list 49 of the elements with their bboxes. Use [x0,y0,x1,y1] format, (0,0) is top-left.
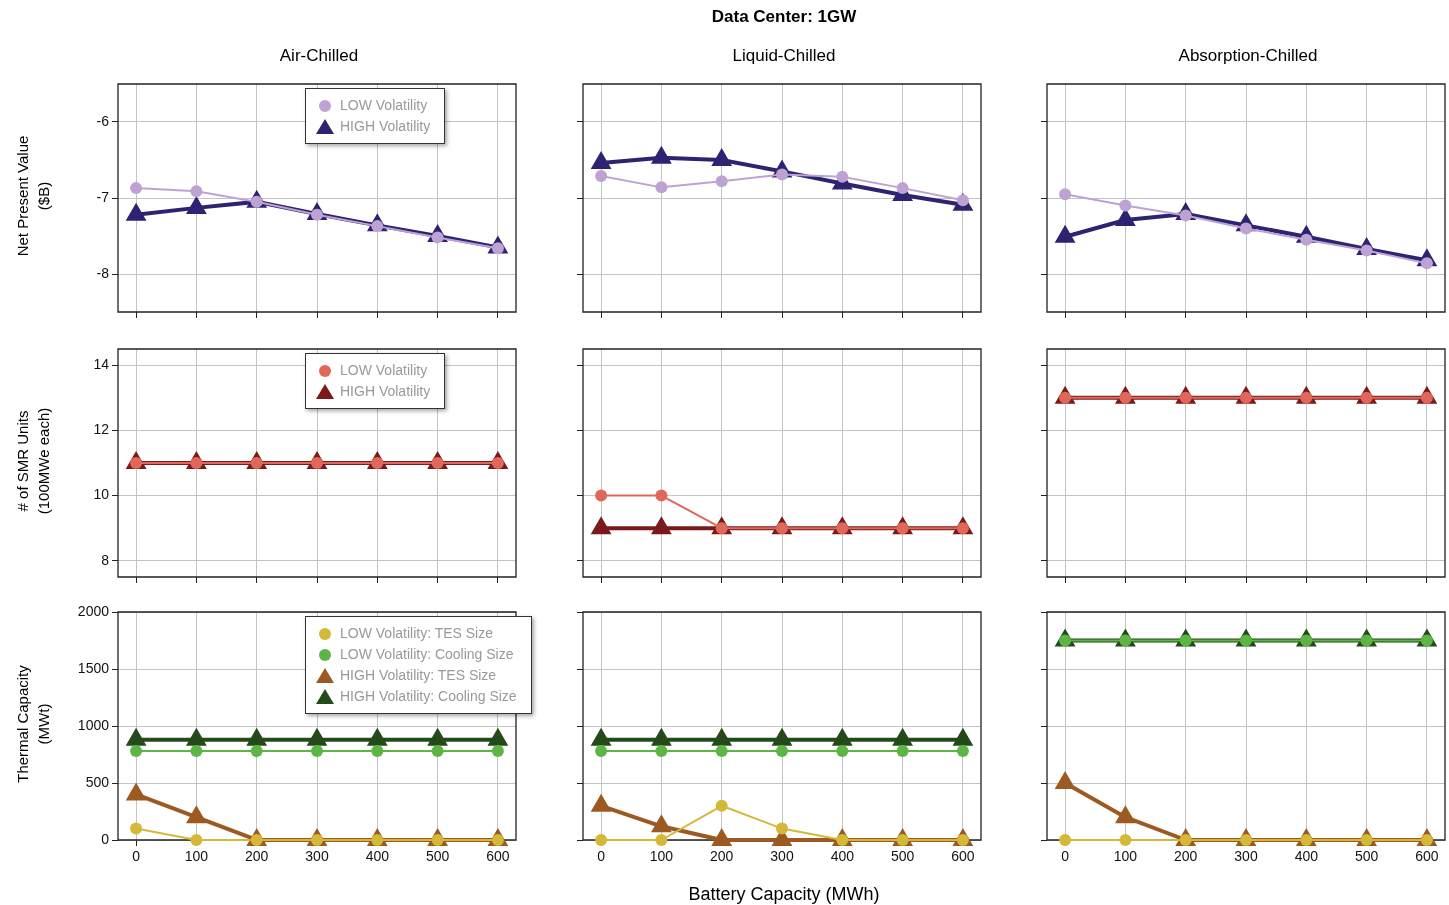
legend-label: LOW Volatility: Cooling Size [340,645,514,664]
chart-title: Air-Chilled [278,46,360,66]
x-tick-label: 0 [597,848,606,865]
legend-label: HIGH Volatility: Cooling Size [340,687,517,706]
x-tick-label: 200 [710,848,734,865]
y-tick-label: 0 [101,830,110,847]
x-axis-title: Battery Capacity (MWh) [687,884,881,905]
x-tick-label: 200 [245,848,269,865]
y-tick-label: -8 [96,264,110,281]
y-tick-label: -7 [96,188,110,205]
x-tick-label: 100 [1113,848,1138,865]
x-tick-label: 600 [1415,848,1439,865]
x-tick-label: 300 [1234,848,1258,865]
chart-title: Absorption-Chilled [1177,46,1319,66]
legend-label: LOW Volatility [340,96,428,115]
x-tick-label: 500 [425,848,450,865]
y-axis-title: Thermal Capacity (MWt) [13,664,53,785]
y-tick-label: 500 [85,773,110,790]
x-tick-label: 600 [486,848,510,865]
text: Data Center: 1GW [710,7,858,27]
x-tick-label: 400 [830,848,855,865]
legend-label: HIGH Volatility: TES Size [340,666,497,685]
x-tick-label: 0 [132,848,141,865]
y-tick-label: 8 [101,551,110,568]
x-tick-label: 600 [951,848,975,865]
x-tick-label: 100 [649,848,674,865]
y-tick-label: 10 [93,486,110,503]
legend-label: HIGH Volatility [340,382,431,401]
x-tick-label: 400 [1294,848,1319,865]
x-tick-label: 500 [1354,848,1379,865]
y-tick-label: 14 [93,356,110,373]
y-tick-label: 1000 [77,716,110,733]
legend-label: LOW Volatility [340,361,428,380]
y-tick-label: -6 [96,112,110,129]
legend-label: LOW Volatility: TES Size [340,624,494,643]
x-tick-label: 400 [365,848,390,865]
y-tick-label: 1500 [77,659,110,676]
x-tick-label: 300 [770,848,794,865]
x-tick-label: 0 [1061,848,1070,865]
y-axis-title: Net Present Value ($B) [13,134,53,259]
chart-title: Liquid-Chilled [731,46,837,66]
x-tick-label: 200 [1174,848,1198,865]
y-tick-label: 12 [93,421,110,438]
y-tick-label: 2000 [77,602,110,619]
x-tick-label: 100 [184,848,209,865]
x-tick-label: 300 [305,848,329,865]
x-tick-label: 500 [890,848,915,865]
legend-label: HIGH Volatility [340,117,431,136]
y-axis-title: # of SMR Units (100MWe each) [13,406,53,517]
